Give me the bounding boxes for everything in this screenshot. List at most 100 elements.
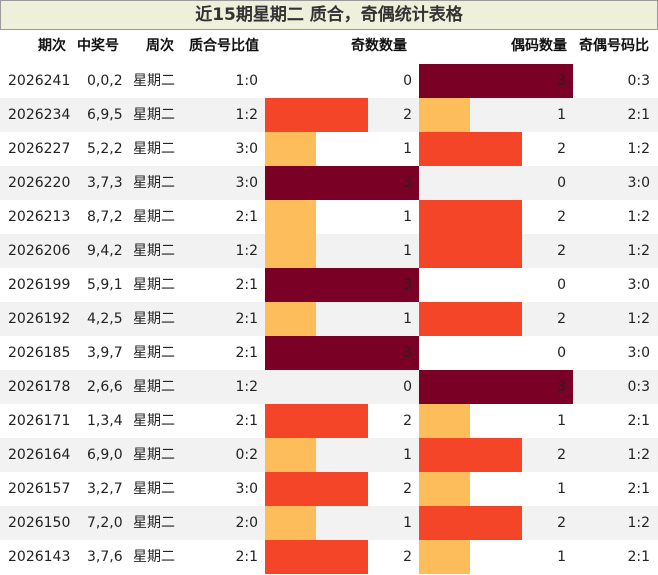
even-count-value: 2: [557, 311, 566, 327]
even-count-value: 2: [557, 209, 566, 225]
period-cell: 2026241: [8, 73, 71, 89]
even-count-value: 1: [557, 107, 566, 123]
even-count-bar: [419, 132, 522, 166]
period-cell: 2026185: [8, 345, 71, 361]
winning-numbers-cell: 3,9,7: [87, 345, 123, 361]
odd-count-value: 1: [403, 141, 412, 157]
weekday-cell: 星期二: [133, 107, 175, 123]
table-header: 期次 中奖号 周次 质合号比值 奇数数量 偶码数量 奇偶号码比: [0, 30, 658, 62]
even-count-value: 0: [557, 175, 566, 191]
odd-even-ratio-cell: 1:2: [627, 515, 650, 531]
weekday-cell: 星期二: [133, 413, 175, 429]
weekday-cell: 星期二: [133, 209, 175, 225]
prime-ratio-cell: 1:2: [235, 379, 258, 395]
winning-numbers-cell: 3,2,7: [87, 481, 123, 497]
table-row: 2026150 7,2,0 星期二 2:0 1 2 1:2: [0, 506, 658, 540]
period-cell: 2026178: [8, 379, 71, 395]
winning-numbers-cell: 9,4,2: [87, 243, 123, 259]
prime-ratio-cell: 3:0: [235, 141, 258, 157]
prime-ratio-cell: 2:1: [235, 311, 258, 327]
period-cell: 2026213: [8, 209, 71, 225]
even-count-bar: [419, 302, 522, 336]
table-row: 2026185 3,9,7 星期二 2:1 3 0 3:0: [0, 336, 658, 370]
odd-count-bar: [265, 200, 317, 234]
even-count-bar: [419, 64, 573, 98]
winning-numbers-cell: 6,9,0: [87, 447, 123, 463]
weekday-cell: 星期二: [133, 73, 175, 89]
header-winning-numbers: 中奖号: [77, 38, 119, 54]
winning-numbers-cell: 2,6,6: [87, 379, 123, 395]
period-cell: 2026171: [8, 413, 71, 429]
prime-ratio-cell: 2:1: [235, 413, 258, 429]
odd-count-bar: [265, 472, 368, 506]
header-odd-count: 奇数数量: [351, 38, 407, 54]
weekday-cell: 星期二: [133, 345, 175, 361]
weekday-cell: 星期二: [133, 379, 175, 395]
odd-count-bar: [265, 166, 419, 200]
period-cell: 2026192: [8, 311, 71, 327]
odd-even-ratio-cell: 2:1: [627, 481, 650, 497]
table-row: 2026241 0,0,2 星期二 1:0 0 3 0:3: [0, 64, 658, 98]
odd-count-bar: [265, 98, 368, 132]
odd-even-ratio-cell: 1:2: [627, 141, 650, 157]
table-row: 2026143 3,7,6 星期二 2:1 2 1 2:1: [0, 540, 658, 574]
winning-numbers-cell: 5,2,2: [87, 141, 123, 157]
even-count-bar: [419, 540, 471, 574]
table-row: 2026234 6,9,5 星期二 1:2 2 1 2:1: [0, 98, 658, 132]
even-count-bar: [419, 438, 522, 472]
odd-even-ratio-cell: 0:3: [627, 379, 650, 395]
even-count-bar: [419, 98, 471, 132]
odd-even-ratio-cell: 3:0: [627, 175, 650, 191]
prime-ratio-cell: 2:1: [235, 209, 258, 225]
even-count-value: 0: [557, 345, 566, 361]
prime-ratio-cell: 2:0: [235, 515, 258, 531]
odd-even-ratio-cell: 3:0: [627, 277, 650, 293]
weekday-cell: 星期二: [133, 549, 175, 565]
prime-ratio-cell: 1:2: [235, 243, 258, 259]
odd-count-bar: [265, 438, 317, 472]
odd-count-bar: [265, 540, 368, 574]
even-count-bar: [419, 370, 573, 404]
odd-count-bar: [265, 506, 317, 540]
odd-count-value: 3: [403, 175, 412, 191]
weekday-cell: 星期二: [133, 515, 175, 531]
table-row: 2026164 6,9,0 星期二 0:2 1 2 1:2: [0, 438, 658, 472]
table-row: 2026199 5,9,1 星期二 2:1 3 0 3:0: [0, 268, 658, 302]
weekday-cell: 星期二: [133, 447, 175, 463]
odd-count-bar: [265, 268, 419, 302]
odd-count-value: 1: [403, 243, 412, 259]
even-count-value: 2: [557, 243, 566, 259]
table-row: 2026178 2,6,6 星期二 1:2 0 3 0:3: [0, 370, 658, 404]
odd-even-ratio-cell: 2:1: [627, 107, 650, 123]
weekday-cell: 星期二: [133, 481, 175, 497]
even-count-value: 0: [557, 277, 566, 293]
winning-numbers-cell: 4,2,5: [87, 311, 123, 327]
even-count-value: 2: [557, 515, 566, 531]
even-count-value: 3: [557, 379, 566, 395]
prime-ratio-cell: 1:2: [235, 107, 258, 123]
odd-count-bar: [265, 234, 317, 268]
even-count-bar: [419, 506, 522, 540]
prime-ratio-cell: 1:0: [235, 73, 258, 89]
table-row: 2026220 3,7,3 星期二 3:0 3 0 3:0: [0, 166, 658, 200]
period-cell: 2026234: [8, 107, 71, 123]
winning-numbers-cell: 1,3,4: [87, 413, 123, 429]
prime-ratio-cell: 2:1: [235, 549, 258, 565]
winning-numbers-cell: 3,7,3: [87, 175, 123, 191]
odd-count-bar: [265, 132, 317, 166]
weekday-cell: 星期二: [133, 277, 175, 293]
header-period: 期次: [38, 38, 66, 54]
period-cell: 2026164: [8, 447, 71, 463]
prime-ratio-cell: 2:1: [235, 345, 258, 361]
weekday-cell: 星期二: [133, 243, 175, 259]
prime-ratio-cell: 3:0: [235, 175, 258, 191]
prime-ratio-cell: 2:1: [235, 277, 258, 293]
odd-count-value: 2: [403, 481, 412, 497]
odd-count-value: 2: [403, 413, 412, 429]
prime-ratio-cell: 3:0: [235, 481, 258, 497]
odd-even-ratio-cell: 2:1: [627, 549, 650, 565]
winning-numbers-cell: 6,9,5: [87, 107, 123, 123]
period-cell: 2026199: [8, 277, 71, 293]
even-count-value: 2: [557, 447, 566, 463]
odd-count-value: 1: [403, 515, 412, 531]
